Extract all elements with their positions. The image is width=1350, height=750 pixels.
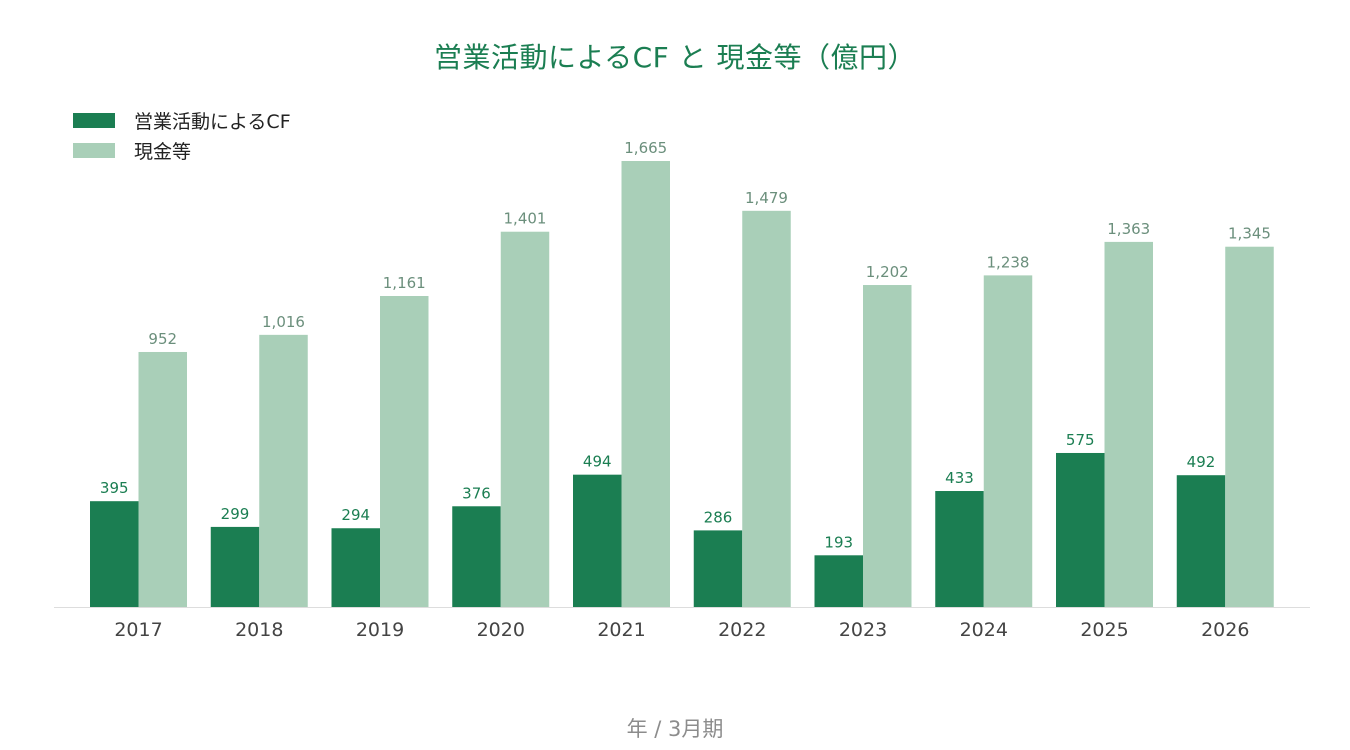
chart-title: 営業活動によるCF と 現金等（億円） <box>433 41 917 74</box>
bar-operating-cf-2018 <box>210 526 260 607</box>
x-tick-label-2019: 2019 <box>356 619 404 641</box>
legend-swatch-operating-cf <box>73 112 115 128</box>
bar-cash-2026 <box>1225 246 1274 607</box>
x-tick-label-2024: 2024 <box>960 619 1008 641</box>
x-tick-label-2018: 2018 <box>235 619 283 641</box>
data-label-operating-cf-2025: 575 <box>1066 431 1095 449</box>
legend-label-cash: 現金等 <box>134 140 192 163</box>
data-label-operating-cf-2020: 376 <box>462 484 491 502</box>
x-tick-label-2017: 2017 <box>114 619 162 641</box>
bar-operating-cf-2017 <box>90 501 139 607</box>
bar-cash-2023 <box>863 285 912 607</box>
data-label-cash-2026: 1,345 <box>1228 225 1271 243</box>
legend-item-cash: 現金等 <box>73 135 291 165</box>
bar-operating-cf-2026 <box>1176 475 1226 607</box>
data-label-cash-2017: 952 <box>148 330 177 348</box>
data-label-operating-cf-2017: 395 <box>100 479 129 497</box>
legend: 営業活動によるCF 現金等 <box>73 105 291 165</box>
x-tick-label-2026: 2026 <box>1201 619 1249 641</box>
data-label-operating-cf-2024: 433 <box>945 469 974 487</box>
bar-operating-cf-2022 <box>693 530 743 607</box>
data-label-operating-cf-2026: 492 <box>1187 453 1216 471</box>
x-tick-label-2020: 2020 <box>477 619 525 641</box>
bar-operating-cf-2023 <box>814 555 863 607</box>
data-label-cash-2025: 1,363 <box>1107 220 1150 238</box>
data-label-cash-2019: 1,161 <box>383 274 426 292</box>
x-tick-label-2025: 2025 <box>1080 619 1128 641</box>
bar-cash-2019 <box>380 296 429 607</box>
legend-swatch-cash <box>73 142 115 158</box>
data-label-operating-cf-2022: 286 <box>704 508 733 526</box>
legend-item-operating-cf: 営業活動によるCF <box>73 105 291 135</box>
bar-cash-2017 <box>138 351 187 607</box>
bar-operating-cf-2025 <box>1056 452 1105 607</box>
x-tick-label-2021: 2021 <box>597 619 645 641</box>
bar-cash-2020 <box>500 231 550 608</box>
bar-operating-cf-2024 <box>935 491 984 607</box>
bar-cash-2018 <box>259 334 308 607</box>
bar-cash-2024 <box>983 275 1033 607</box>
bar-operating-cf-2020 <box>452 506 501 607</box>
bar-operating-cf-2019 <box>331 528 380 607</box>
data-label-cash-2023: 1,202 <box>866 263 909 281</box>
data-label-cash-2021: 1,665 <box>624 139 667 157</box>
data-label-cash-2022: 1,479 <box>745 189 788 207</box>
bar-cash-2022 <box>742 210 791 607</box>
data-label-cash-2020: 1,401 <box>504 210 547 228</box>
bar-cash-2021 <box>621 161 670 607</box>
legend-label-operating-cf: 営業活動によるCF <box>134 110 291 133</box>
data-label-operating-cf-2023: 193 <box>824 533 853 551</box>
x-tick-label-2023: 2023 <box>839 619 887 641</box>
data-label-operating-cf-2021: 494 <box>583 453 612 471</box>
data-label-operating-cf-2018: 299 <box>221 505 250 523</box>
x-tick-label-2022: 2022 <box>718 619 766 641</box>
x-axis-label: 年 / 3月期 <box>626 717 724 741</box>
data-label-cash-2018: 1,016 <box>262 313 305 331</box>
bar-cash-2025 <box>1104 241 1153 607</box>
data-label-cash-2024: 1,238 <box>987 253 1030 271</box>
bar-operating-cf-2021 <box>573 474 622 607</box>
data-label-operating-cf-2019: 294 <box>341 506 370 524</box>
